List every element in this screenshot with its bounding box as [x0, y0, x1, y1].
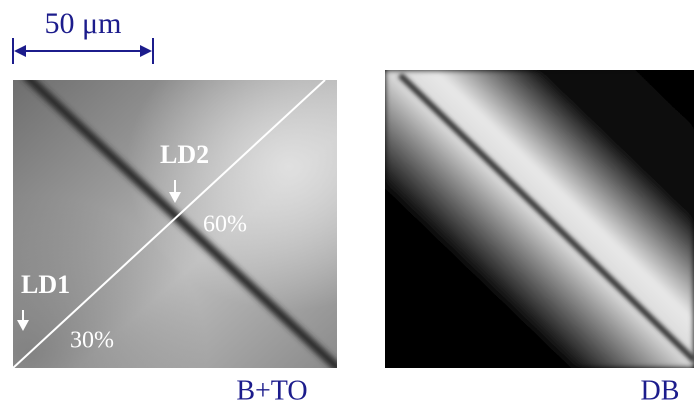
scale-label: 50 μm — [45, 7, 122, 40]
annotation: LD1 — [21, 270, 70, 299]
right-image — [385, 70, 694, 368]
caption: B+TO — [236, 375, 307, 406]
caption: DB — [641, 375, 680, 406]
annotation: 60% — [203, 212, 247, 238]
scale-bar — [13, 38, 153, 64]
annotation: 30% — [70, 328, 114, 354]
annotation: LD2 — [160, 140, 209, 169]
figure: 50 μm LD2 60% LD1 30% B+TO DB — [0, 0, 694, 415]
left-image — [13, 75, 340, 370]
